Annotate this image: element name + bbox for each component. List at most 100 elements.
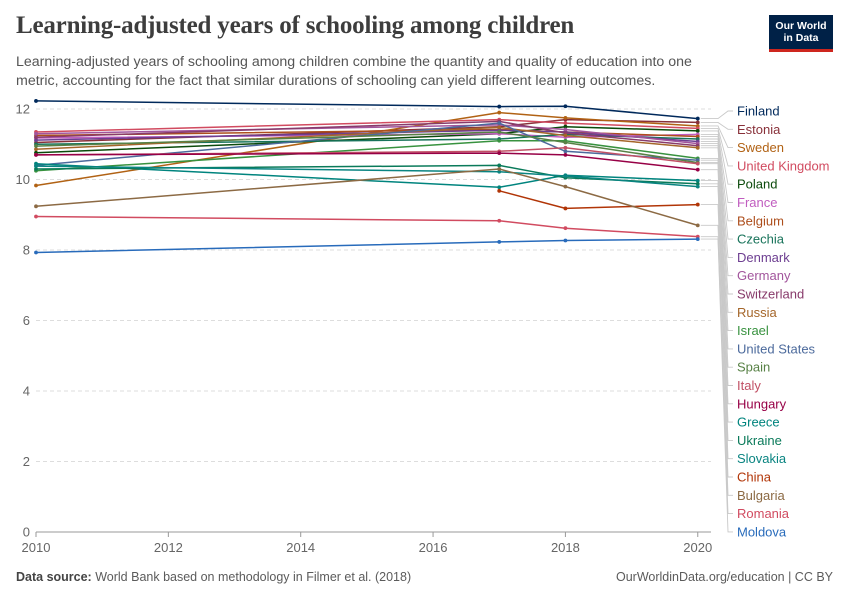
data-point[interactable]: [695, 161, 700, 166]
legend-label[interactable]: Finland: [737, 104, 780, 119]
data-point[interactable]: [34, 131, 38, 136]
data-point[interactable]: [34, 99, 38, 103]
data-point[interactable]: [497, 240, 502, 244]
legend-label[interactable]: Sweden: [737, 140, 784, 155]
legend-label[interactable]: Slovakia: [737, 451, 787, 466]
data-point[interactable]: [34, 167, 38, 171]
legend-label[interactable]: Czechia: [737, 232, 785, 247]
data-point[interactable]: [563, 124, 568, 129]
data-point[interactable]: [34, 147, 38, 152]
data-point[interactable]: [497, 125, 502, 130]
grid: [36, 108, 711, 463]
series-line-moldova[interactable]: [35, 238, 698, 254]
data-point[interactable]: [34, 183, 38, 188]
legend-label[interactable]: Denmark: [737, 250, 790, 265]
legend-label[interactable]: United States: [737, 341, 816, 356]
series-line-greece[interactable]: [35, 162, 698, 189]
data-point[interactable]: [563, 127, 568, 132]
data-point[interactable]: [497, 188, 502, 193]
data-point[interactable]: [563, 104, 568, 109]
series-line-bulgaria[interactable]: [35, 168, 699, 227]
legend-label[interactable]: Ukraine: [737, 433, 782, 448]
data-point[interactable]: [497, 151, 502, 156]
footer-credit[interactable]: OurWorldinData.org/education | CC BY: [615, 570, 833, 584]
data-point[interactable]: [497, 104, 502, 109]
legend-label[interactable]: United Kingdom: [737, 158, 830, 173]
data-point[interactable]: [695, 116, 700, 121]
data-point[interactable]: [34, 214, 38, 219]
data-point[interactable]: [34, 204, 38, 209]
series-line-israel[interactable]: [35, 140, 698, 172]
data-point[interactable]: [34, 135, 38, 140]
data-point[interactable]: [563, 149, 568, 154]
data-point[interactable]: [497, 110, 502, 115]
series-line-switzerland[interactable]: [35, 120, 698, 147]
data-point[interactable]: [695, 184, 700, 189]
legend-label[interactable]: Hungary: [737, 396, 787, 411]
data-point[interactable]: [563, 238, 568, 243]
data-point[interactable]: [497, 185, 502, 190]
legend-label[interactable]: Russia: [737, 305, 778, 320]
data-point[interactable]: [497, 138, 502, 143]
data-point[interactable]: [563, 226, 568, 231]
data-point[interactable]: [563, 133, 568, 138]
legend-label[interactable]: Poland: [737, 177, 777, 192]
data-point[interactable]: [695, 129, 700, 133]
series-line-spain[interactable]: [35, 131, 698, 164]
series-line-italy[interactable]: [35, 147, 698, 165]
legend-label[interactable]: Bulgaria: [737, 488, 785, 503]
series-line-romania[interactable]: [35, 215, 698, 238]
data-point[interactable]: [563, 115, 568, 120]
data-point[interactable]: [497, 130, 502, 134]
legend-label[interactable]: Estonia: [737, 122, 781, 137]
data-point[interactable]: [563, 174, 568, 178]
legend-connector: [700, 157, 733, 332]
legend-label[interactable]: Spain: [737, 360, 770, 375]
y-tick-label: 4: [23, 384, 30, 399]
data-point[interactable]: [497, 218, 502, 223]
data-point[interactable]: [563, 152, 568, 157]
data-point[interactable]: [695, 120, 700, 125]
data-point[interactable]: [34, 250, 38, 255]
data-point[interactable]: [695, 202, 700, 207]
series-line-china[interactable]: [499, 190, 698, 210]
data-point[interactable]: [34, 152, 38, 157]
data-point[interactable]: [497, 167, 502, 171]
legend-label[interactable]: Israel: [737, 323, 769, 338]
legend-label[interactable]: Greece: [737, 415, 780, 430]
legend-label[interactable]: Italy: [737, 378, 761, 393]
data-point[interactable]: [695, 145, 700, 150]
data-point[interactable]: [563, 145, 568, 150]
data-point[interactable]: [34, 144, 38, 148]
data-point[interactable]: [695, 167, 700, 172]
data-point[interactable]: [497, 121, 502, 126]
data-point[interactable]: [34, 164, 38, 169]
legend-connector: [700, 204, 733, 478]
series-line-slovakia[interactable]: [35, 165, 698, 188]
legend-connector: [700, 163, 733, 386]
legend-label[interactable]: Germany: [737, 268, 791, 283]
legend-label[interactable]: Moldova: [737, 524, 787, 539]
data-point[interactable]: [34, 138, 38, 142]
legend-label[interactable]: Switzerland: [737, 287, 804, 302]
data-point[interactable]: [563, 140, 568, 145]
data-point[interactable]: [563, 184, 568, 189]
series-line-united-kingdom[interactable]: [35, 118, 698, 133]
data-point[interactable]: [695, 237, 700, 242]
data-point[interactable]: [497, 169, 502, 174]
legend-label[interactable]: China: [737, 470, 772, 485]
data-point[interactable]: [695, 178, 700, 183]
legend-label[interactable]: France: [737, 195, 777, 210]
data-point[interactable]: [695, 223, 700, 228]
series-line-hungary[interactable]: [35, 152, 698, 171]
legend-label[interactable]: Belgium: [737, 213, 784, 228]
data-point[interactable]: [497, 163, 502, 168]
data-point[interactable]: [563, 206, 568, 211]
owid-logo[interactable]: Our World in Data: [769, 15, 833, 52]
series-line-finland[interactable]: [35, 100, 698, 120]
data-point[interactable]: [695, 181, 700, 186]
source-label: Data source:: [16, 570, 92, 584]
series-line-sweden[interactable]: [35, 111, 698, 187]
data-point[interactable]: [563, 121, 568, 126]
legend-label[interactable]: Romania: [737, 506, 790, 521]
